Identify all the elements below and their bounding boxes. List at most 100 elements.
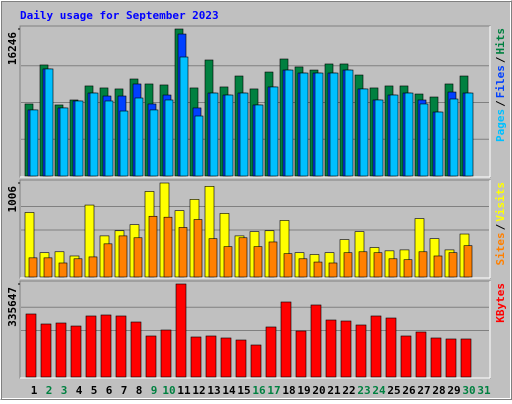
bar: [160, 329, 172, 378]
legend-entry: Sites: [494, 232, 507, 265]
bar: [254, 104, 264, 177]
x-tick-label: 11: [177, 384, 191, 397]
bar: [419, 103, 429, 177]
bar: [284, 69, 294, 177]
bar: [313, 261, 323, 278]
bar: [385, 317, 397, 378]
bar: [370, 315, 382, 378]
x-tick-label: 16: [252, 384, 266, 397]
bar: [220, 337, 232, 378]
bar: [445, 338, 457, 378]
x-tick-label: 6: [106, 384, 113, 397]
bar: [175, 283, 187, 378]
chart-title: Daily usage for September 2023: [20, 9, 219, 22]
bar: [130, 321, 142, 378]
x-tick-label: 30: [462, 384, 475, 397]
bar: [145, 335, 157, 378]
bar: [28, 257, 38, 278]
bar: [404, 92, 414, 177]
bar: [70, 325, 82, 378]
x-tick-label: 1: [31, 384, 38, 397]
bar: [464, 92, 474, 177]
bar: [310, 304, 322, 378]
x-tick-label: 27: [417, 384, 430, 397]
bar: [193, 219, 203, 278]
bar: [224, 94, 234, 177]
bar: [253, 246, 263, 278]
legend: Sites /Visits: [494, 182, 507, 266]
bar: [418, 251, 428, 278]
x-tick-label: 28: [432, 384, 445, 397]
bar: [295, 330, 307, 378]
x-tick-label: 20: [312, 384, 325, 397]
legend-separator: /: [494, 56, 507, 63]
bar: [29, 109, 39, 177]
x-tick-label: 12: [192, 384, 205, 397]
bar: [325, 319, 337, 378]
bar: [89, 92, 99, 177]
bar: [85, 315, 97, 378]
legend-separator: /: [494, 100, 507, 107]
x-tick-label: 22: [342, 384, 355, 397]
legend-separator: /: [494, 223, 507, 230]
bar: [268, 241, 278, 278]
bar: [58, 262, 68, 278]
bar: [205, 335, 217, 378]
x-tick-label: 19: [297, 384, 310, 397]
bar: [163, 216, 173, 278]
bar: [373, 252, 383, 278]
bar: [239, 92, 249, 177]
legend-entry: KBytes: [494, 283, 507, 323]
bar: [148, 215, 158, 278]
bar: [134, 97, 144, 177]
x-tick-label: 2: [46, 384, 53, 397]
x-tick-label: 3: [61, 384, 68, 397]
bar: [340, 320, 352, 378]
x-tick-label: 29: [447, 384, 460, 397]
bar: [355, 324, 367, 378]
bar: [149, 109, 159, 177]
bar: [389, 94, 399, 177]
bar: [283, 253, 293, 278]
legend-entry: Hits: [494, 28, 507, 55]
x-tick-label: 13: [207, 384, 220, 397]
bar: [400, 335, 412, 378]
bar: [430, 337, 442, 378]
bar: [115, 315, 127, 378]
bar: [415, 331, 427, 378]
x-tick-label: 18: [282, 384, 295, 397]
bar: [118, 235, 128, 278]
legend: KBytes: [494, 283, 507, 323]
bar: [100, 314, 112, 378]
bar: [208, 238, 218, 278]
x-tick-label: 24: [372, 384, 386, 397]
x-tick-label: 31: [477, 384, 491, 397]
bar: [388, 258, 398, 278]
bar: [190, 336, 202, 378]
bar: [298, 258, 308, 278]
x-tick-label: 23: [357, 384, 370, 397]
bar: [209, 92, 219, 177]
bar: [358, 251, 368, 278]
bar: [434, 111, 444, 177]
bar: [403, 259, 413, 278]
x-tick-label: 5: [91, 384, 98, 397]
y-tick-label: 335647: [6, 287, 19, 327]
bar: [25, 313, 37, 378]
bar: [59, 107, 69, 177]
legend-entry: Files: [494, 65, 507, 98]
bar: [449, 98, 459, 177]
legend: Pages/Files/Hits: [494, 28, 507, 142]
x-tick-label: 14: [222, 384, 236, 397]
x-tick-label: 15: [237, 384, 250, 397]
bar: [238, 237, 248, 278]
bar: [374, 99, 384, 177]
bar: [194, 115, 204, 177]
bar: [299, 72, 309, 177]
x-tick-label: 10: [162, 384, 175, 397]
bar: [329, 72, 339, 177]
bar: [269, 86, 279, 177]
bar: [344, 69, 354, 177]
